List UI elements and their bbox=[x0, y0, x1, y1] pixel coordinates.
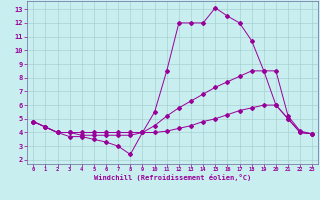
X-axis label: Windchill (Refroidissement éolien,°C): Windchill (Refroidissement éolien,°C) bbox=[94, 174, 252, 181]
